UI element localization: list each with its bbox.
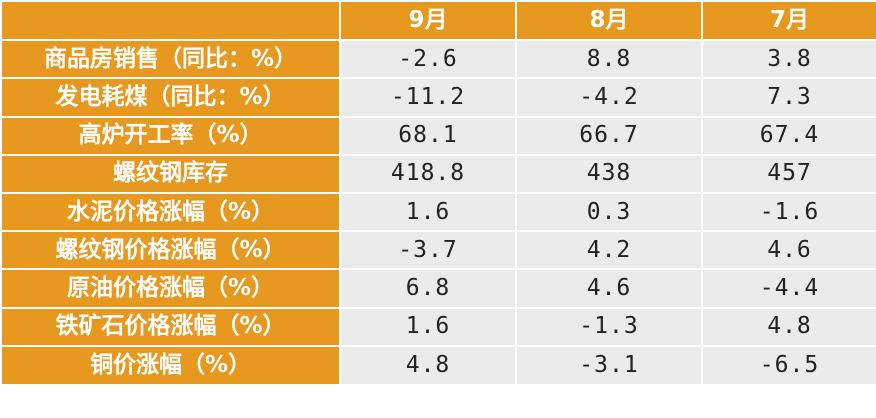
table-row: 商品房销售（同比：%） -2.6 8.8 3.8 <box>2 40 876 80</box>
data-cell: 66.7 <box>515 116 702 156</box>
table-row: 铜价涨幅（%） 4.8 -3.1 -6.5 <box>2 345 876 384</box>
column-header: 7月 <box>701 2 876 42</box>
data-cell: -1.3 <box>515 307 702 347</box>
table-row: 原油价格涨幅（%） 6.8 4.6 -4.4 <box>2 269 876 309</box>
data-table: 9月 8月 7月 商品房销售（同比：%） -2.6 8.8 3.8 发电耗煤（同… <box>2 2 876 384</box>
data-cell: 1.6 <box>339 192 516 233</box>
data-cell: 68.1 <box>339 116 516 156</box>
table-row: 高炉开工率（%） 68.1 66.7 67.4 <box>2 116 876 156</box>
header-row: 9月 8月 7月 <box>2 2 876 42</box>
column-header: 9月 <box>339 2 516 42</box>
data-cell: 1.6 <box>339 307 516 347</box>
row-label: 水泥价格涨幅（%） <box>2 192 340 233</box>
table-row: 铁矿石价格涨幅（%） 1.6 -1.3 4.8 <box>2 307 876 347</box>
row-label: 发电耗煤（同比：%） <box>2 78 340 118</box>
row-label: 高炉开工率（%） <box>2 116 340 156</box>
data-cell: -3.7 <box>339 231 516 271</box>
data-cell: 4.2 <box>515 231 702 271</box>
data-cell: -6.5 <box>701 345 876 384</box>
row-label: 铁矿石价格涨幅（%） <box>2 307 340 347</box>
table-row: 发电耗煤（同比：%） -11.2 -4.2 7.3 <box>2 78 876 118</box>
column-header: 8月 <box>515 2 702 42</box>
data-cell: -3.1 <box>515 345 702 384</box>
table-row: 螺纹钢库存 418.8 438 457 <box>2 154 876 194</box>
data-cell: 67.4 <box>701 116 876 156</box>
data-cell: -11.2 <box>339 78 516 118</box>
data-cell: 4.8 <box>701 307 876 347</box>
data-cell: 6.8 <box>339 269 516 309</box>
row-label: 螺纹钢价格涨幅（%） <box>2 231 340 271</box>
row-label: 商品房销售（同比：%） <box>2 40 340 80</box>
data-cell: -1.6 <box>701 192 876 233</box>
data-cell: -2.6 <box>339 40 516 80</box>
data-cell: 438 <box>515 154 702 194</box>
data-cell: 4.8 <box>339 345 516 384</box>
data-cell: 4.6 <box>701 231 876 271</box>
table-row: 水泥价格涨幅（%） 1.6 0.3 -1.6 <box>2 192 876 233</box>
row-label: 原油价格涨幅（%） <box>2 269 340 309</box>
data-cell: 7.3 <box>701 78 876 118</box>
row-label: 铜价涨幅（%） <box>2 345 340 384</box>
corner-cell <box>2 2 340 42</box>
data-cell: 3.8 <box>701 40 876 80</box>
data-cell: 418.8 <box>339 154 516 194</box>
table-row: 螺纹钢价格涨幅（%） -3.7 4.2 4.6 <box>2 231 876 271</box>
data-cell: -4.4 <box>701 269 876 309</box>
data-cell: 0.3 <box>515 192 702 233</box>
data-cell: -4.2 <box>515 78 702 118</box>
data-cell: 8.8 <box>515 40 702 80</box>
row-label: 螺纹钢库存 <box>2 154 340 194</box>
data-cell: 4.6 <box>515 269 702 309</box>
data-cell: 457 <box>701 154 876 194</box>
